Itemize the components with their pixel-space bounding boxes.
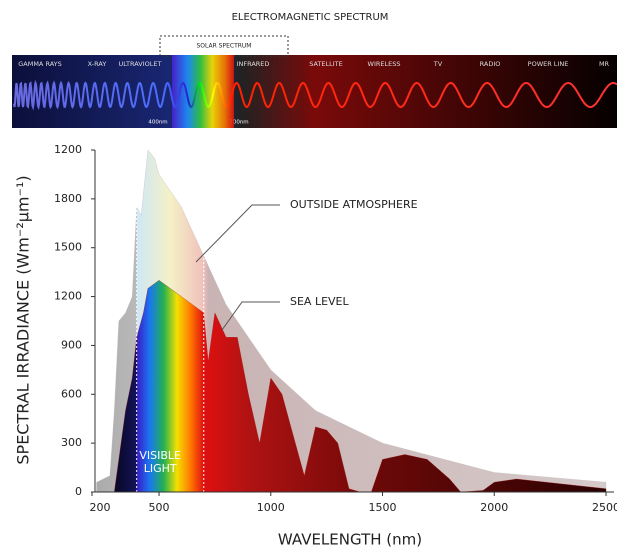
band-label: ULTRAVIOLET [119, 60, 162, 68]
solar-label: SOLAR SPECTRUM [196, 43, 251, 50]
y-tick-label: 600 [61, 387, 82, 400]
band-label: INFRARED [237, 60, 270, 68]
band-label: MR [599, 60, 610, 68]
wavelength-marker: 700nm [229, 120, 248, 126]
y-tick-label: 1800 [54, 192, 82, 205]
y-axis-label: SPECTRAL IRRADIANCE (Wm⁻²µm⁻¹) [14, 175, 33, 464]
leader [195, 204, 280, 263]
band-label: RADIO [480, 60, 501, 68]
y-tick-label: 1200 [54, 290, 82, 303]
x-tick-label: 200 [90, 501, 111, 514]
band-label: POWER LINE [528, 60, 569, 68]
banner-title: ELECTROMAGNETIC SPECTRUM [232, 12, 389, 23]
leader [221, 301, 280, 331]
band-label: WIRELESS [368, 60, 401, 68]
band-label: TV [433, 60, 443, 68]
y-tick-label: 300 [61, 436, 82, 449]
x-tick-label: 2500 [592, 501, 617, 514]
x-tick-label: 2000 [480, 501, 508, 514]
x-tick-label: 1000 [257, 501, 285, 514]
y-tick-label: 0 [75, 485, 82, 498]
series-label: SEA LEVEL [290, 295, 350, 308]
band-label: X-RAY [88, 60, 107, 68]
wavelength-marker: 400nm [148, 120, 167, 126]
wave [13, 79, 617, 111]
y-tick-label: 1200 [54, 143, 82, 156]
banner-labels: GAMMA RAYS X-RAY ULTRAVIOLET INFRARED SATELL… [13, 55, 617, 128]
x-tick-label: 1500 [369, 501, 397, 514]
area-1 [114, 280, 607, 493]
visible-label: VISIBLE [139, 449, 181, 462]
band-label: GAMMA RAYS [18, 60, 62, 68]
series-label: OUTSIDE ATMOSPHERE [290, 198, 418, 211]
y-tick-label: 1500 [54, 241, 82, 254]
x-tick-label: 500 [149, 501, 170, 514]
y-tick-label: 900 [61, 338, 82, 351]
band-label: SATELLITE [309, 60, 343, 68]
x-axis-label: WAVELENGTH (nm) [278, 531, 422, 549]
visible-label: LIGHT [144, 462, 177, 475]
